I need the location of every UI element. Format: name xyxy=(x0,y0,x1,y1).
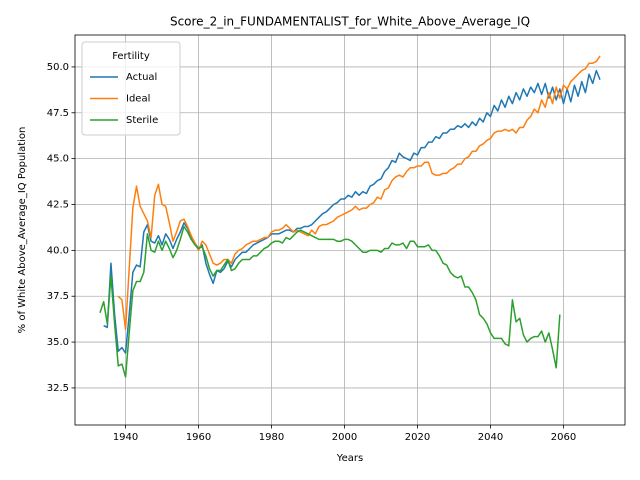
x-tick-label: 1960 xyxy=(186,432,211,443)
x-tick-label: 2000 xyxy=(332,432,357,443)
y-axis-label: % of White Above_Average_IQ Population xyxy=(17,127,28,334)
legend-label: Sterile xyxy=(126,115,158,126)
x-tick-label: 2040 xyxy=(478,432,503,443)
plot-frame xyxy=(74,34,626,426)
x-tick-label: 1940 xyxy=(113,432,138,443)
y-tick-label: 42.5 xyxy=(47,200,69,211)
legend-title: Fertility xyxy=(112,51,150,62)
legend: Fertility Actual Ideal Sterile xyxy=(81,41,181,136)
x-tick-label: 2060 xyxy=(551,432,576,443)
y-tick-label: 45.0 xyxy=(47,154,69,165)
series-line xyxy=(103,69,601,354)
legend-label: Actual xyxy=(126,72,157,83)
x-tick-label: 1980 xyxy=(259,432,284,443)
y-tick-label: 32.5 xyxy=(47,383,69,394)
grid xyxy=(75,35,625,425)
y-tick-label: 35.0 xyxy=(47,337,69,348)
x-axis-label: Years xyxy=(336,453,363,464)
legend-label: Ideal xyxy=(126,94,150,105)
legend-box xyxy=(81,41,181,136)
y-tick-label: 50.0 xyxy=(47,62,69,73)
series-line xyxy=(99,225,561,378)
series-line xyxy=(117,55,601,330)
lines xyxy=(99,55,601,378)
x-tick-label: 2020 xyxy=(405,432,430,443)
chart-title: Score_2_in_FUNDAMENTALIST_for_White_Abov… xyxy=(170,15,530,29)
y-tick-label: 37.5 xyxy=(47,291,69,302)
y-tick-label: 40.0 xyxy=(47,245,69,256)
y-tick-label: 47.5 xyxy=(47,108,69,119)
